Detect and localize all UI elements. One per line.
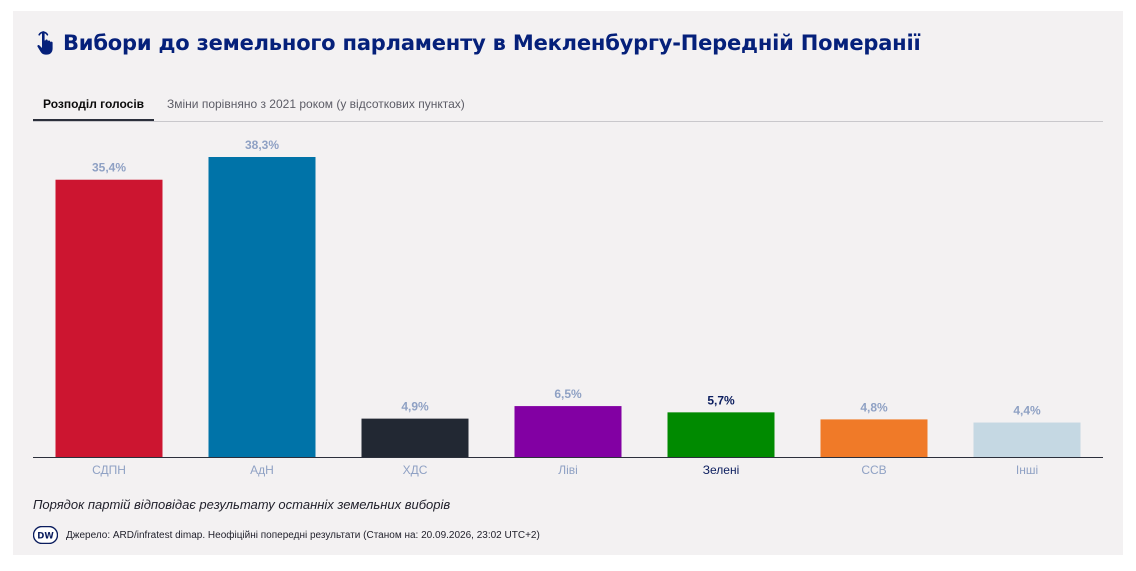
page-title: Вибори до земельного парламенту в Меклен… [63,31,921,55]
title-row: Вибори до земельного парламенту в Меклен… [35,27,921,59]
bar-1[interactable] [55,179,163,458]
category-label: АдН [250,463,274,477]
category-label: СДПН [92,463,126,477]
category-label: ХДС [403,463,428,477]
category-label: Ліві [558,463,578,477]
bar-value-label: 4,8% [860,400,888,414]
bar-value-label: 4,9% [401,400,429,414]
tab-bar: Розподіл голосів Зміни порівняно з 2021 … [33,93,1103,122]
category-label: Інші [1016,463,1038,477]
bar-6[interactable] [820,419,928,457]
bar-3[interactable] [361,418,469,457]
bar-chart: 35,4% СДПН 38,3% АдН 4,9% ХДС 6,5% Ліві 5,7% Зеле… [33,138,1103,477]
bar-7[interactable] [973,422,1081,457]
bar-value-label: 35,4% [92,161,126,175]
bar-value-label: 4,4% [1013,404,1041,418]
category-label: Зелені [703,463,740,477]
category-label: ССВ [861,463,886,477]
source-row: DW Джерело: ARD/infratest dimap. Неофіці… [33,525,540,545]
pointing-hand-icon [37,31,53,55]
chart-card: Вибори до земельного парламенту в Меклен… [13,11,1123,555]
bar-5[interactable] [667,412,775,457]
bar-value-label: 5,7% [707,393,735,407]
bar-4[interactable] [514,406,622,457]
tab-changes-since-2021[interactable]: Зміни порівняно з 2021 роком (у відсотко… [167,97,465,111]
dw-logo: DW [33,526,58,544]
source-text: Джерело: ARD/infratest dimap. Неофіційні… [66,529,540,541]
tab-vote-distribution[interactable]: Розподіл голосів [33,93,155,121]
dw-logo-text: DW [37,532,54,542]
order-note: Порядок партій відповідає результату ост… [33,497,451,512]
bar-value-label: 6,5% [554,387,582,401]
bar-2[interactable] [208,157,316,457]
bar-value-label: 38,3% [245,138,279,152]
